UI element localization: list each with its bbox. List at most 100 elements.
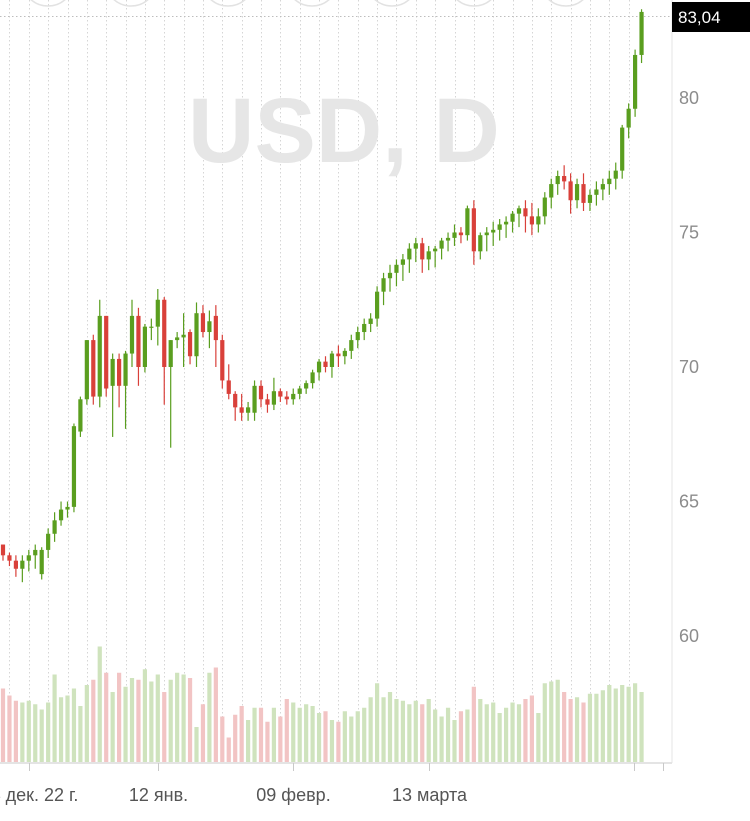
volume-bar — [162, 692, 167, 762]
volume-bar — [239, 706, 244, 762]
volume-bar — [97, 646, 102, 762]
volume-bar — [400, 700, 405, 762]
volume-bar — [181, 674, 186, 762]
volume-bar — [613, 688, 618, 762]
candle-body — [97, 315, 102, 397]
candle-body — [375, 291, 380, 319]
candle-body — [26, 555, 31, 561]
candle-body — [110, 358, 115, 386]
candle-body — [433, 248, 438, 252]
candle-body — [445, 237, 451, 241]
candle-body — [13, 560, 18, 569]
candle-body — [407, 248, 412, 260]
volume-bar — [542, 683, 547, 762]
candle-body — [20, 560, 25, 569]
toolbar-circle[interactable] — [202, 0, 254, 7]
volume-bar — [104, 672, 109, 762]
candle-body — [400, 259, 405, 265]
volume-bar — [439, 716, 444, 762]
volume-bar — [458, 711, 464, 762]
volume-bar — [491, 702, 496, 762]
volume-bar — [0, 688, 6, 762]
candle-body — [117, 358, 122, 386]
toolbar-circle[interactable] — [448, 0, 500, 7]
volume-bar — [129, 678, 135, 762]
volume-bar — [194, 727, 199, 762]
candle-body — [420, 243, 425, 260]
volume-bar — [26, 700, 31, 762]
volume-bar — [258, 707, 264, 762]
y-tick-label: 80 — [679, 88, 699, 108]
candle-body — [278, 391, 283, 397]
candle-body — [271, 391, 276, 405]
candle-body — [458, 232, 464, 236]
candle-body — [233, 393, 238, 408]
volume-bar — [226, 737, 231, 762]
volume-bar — [568, 699, 573, 762]
candle-body — [65, 506, 70, 510]
candle-body — [336, 353, 341, 357]
volume-bar — [329, 720, 335, 762]
candle-body — [555, 176, 560, 185]
candle-body — [471, 208, 476, 252]
volume-bar — [110, 692, 115, 762]
y-tick-label: 65 — [679, 492, 699, 512]
volume-bar — [600, 690, 605, 762]
candle-body — [52, 520, 57, 534]
volume-bar — [413, 700, 418, 762]
volume-bar — [200, 704, 206, 762]
candle-body — [452, 232, 457, 238]
toolbar-circle[interactable] — [540, 0, 592, 7]
volume-bar — [233, 714, 238, 762]
candle-body — [181, 334, 186, 338]
volume-bar — [426, 699, 431, 762]
candle-body — [304, 383, 309, 389]
toolbar-circle[interactable] — [286, 0, 338, 7]
candle-body — [510, 213, 515, 222]
candle-body — [587, 194, 593, 203]
volume-bar — [536, 713, 541, 762]
candle-body — [168, 340, 173, 367]
candle-body — [155, 299, 160, 327]
toolbar-circle[interactable] — [22, 0, 74, 7]
volume-bar — [562, 692, 567, 762]
volume-bar — [316, 713, 322, 762]
top-circles — [22, 0, 592, 7]
volume-bar — [297, 707, 302, 762]
candle-body — [252, 385, 257, 413]
candle-body — [104, 315, 109, 389]
candle-body — [381, 278, 386, 292]
toolbar-circle[interactable] — [366, 0, 418, 7]
volume-bar — [445, 707, 451, 762]
volume-bar — [420, 704, 425, 762]
volume-bar — [149, 681, 154, 762]
candle-body — [426, 251, 431, 260]
volume-bar — [349, 716, 354, 762]
volume-bar — [207, 672, 212, 762]
volume-bar — [504, 707, 509, 762]
chart-watermark: USD, D — [188, 80, 500, 182]
volume-bar — [529, 695, 534, 762]
candle-body — [497, 224, 502, 230]
candle-body — [329, 353, 335, 367]
volume-bar — [284, 699, 289, 762]
candle-body — [7, 555, 12, 561]
toolbar-circle[interactable] — [105, 0, 157, 7]
volume-bar — [607, 685, 612, 762]
volume-bar — [549, 681, 554, 762]
candle-body — [368, 318, 373, 324]
candle-body — [0, 544, 6, 556]
candle-body — [323, 361, 328, 367]
volume-bar — [465, 709, 470, 762]
volume-bar — [220, 716, 225, 762]
candle-body — [226, 380, 231, 394]
volume-bars — [0, 646, 644, 762]
candle-body — [162, 299, 167, 367]
candle-body — [200, 313, 206, 333]
volume-bar — [375, 683, 380, 762]
candle-body — [297, 388, 302, 394]
candle-body — [465, 208, 470, 236]
volume-bar — [633, 683, 638, 762]
y-tick-label: 70 — [679, 357, 699, 377]
